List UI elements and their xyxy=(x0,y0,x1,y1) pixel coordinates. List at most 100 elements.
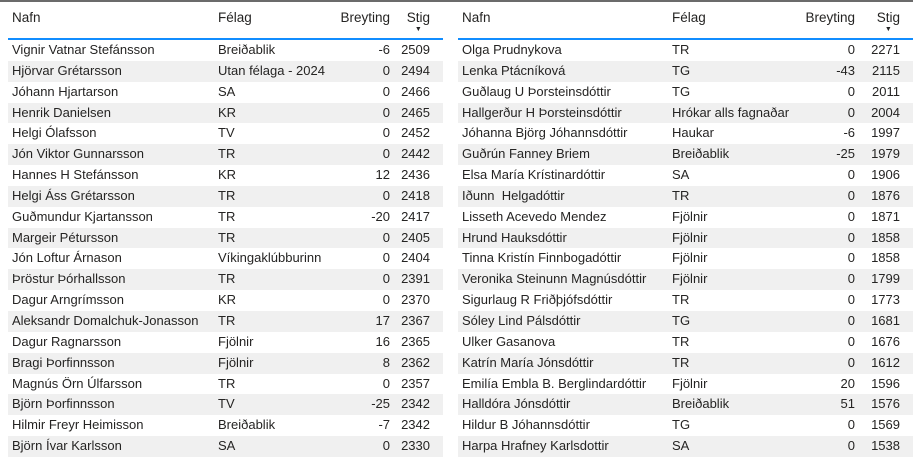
table-row[interactable]: Katrín María Jónsdóttir TR 0 1612 xyxy=(458,352,913,374)
table-row[interactable]: Dagur Arngrímsson KR 0 2370 xyxy=(8,290,443,311)
cell-nafn: Lenka Ptácníková xyxy=(462,62,566,78)
table-row[interactable]: Dagur Ragnarsson Fjölnir 16 2365 xyxy=(8,332,443,353)
cell-felag: TV xyxy=(218,125,235,141)
table-row[interactable]: Magnús Örn Úlfarsson TR 0 2357 xyxy=(8,374,443,395)
table-row[interactable]: Aleksandr Domalchuk-Jonasson TR 17 2367 xyxy=(8,310,443,332)
sort-descending-icon: ▼ xyxy=(414,26,422,33)
cell-nafn: Hallgerður H Þorsteinsdóttir xyxy=(462,104,622,120)
table-row[interactable]: Bragi Þorfinnsson Fjölnir 8 2362 xyxy=(8,352,443,374)
cell-nafn: Þröstur Þórhallsson xyxy=(12,271,126,287)
table-row[interactable]: Halldóra Jónsdóttir Breiðablik 51 1576 xyxy=(458,394,913,416)
table-row[interactable]: Sóley Lind Pálsdóttir TG 0 1681 xyxy=(458,310,913,332)
table-row[interactable]: Jóhann Hjartarson SA 0 2466 xyxy=(8,82,443,103)
cell-nafn: Halldóra Jónsdóttir xyxy=(462,396,571,412)
cell-felag: TR xyxy=(672,187,690,203)
cell-breyting: -20 xyxy=(371,208,390,224)
column-header-felag[interactable]: Félag xyxy=(218,2,337,40)
table-row[interactable]: Veronika Steinunn Magnúsdóttir Fjölnir 0 17… xyxy=(458,269,913,291)
table-row[interactable]: Guðlaug U Þorsteinsdóttir TG 0 2011 xyxy=(458,82,913,103)
column-header-felag[interactable]: Félag xyxy=(672,2,800,40)
table-row[interactable]: Jóhanna Björg Jóhannsdóttir Haukar -6 1997 xyxy=(458,123,913,144)
cell-breyting: 0 xyxy=(847,229,855,245)
cell-breyting: -6 xyxy=(843,125,855,141)
column-header-stig[interactable]: Stig ▼ xyxy=(855,2,913,40)
column-header-nafn[interactable]: Nafn xyxy=(458,2,672,40)
cell-stig: 1576 xyxy=(871,396,900,412)
table-row[interactable]: Elsa María Krístinardóttir SA 0 1906 xyxy=(458,165,913,186)
cell-stig: 1906 xyxy=(871,167,900,183)
cell-nafn: Sigurlaug R Friðþjófsdóttir xyxy=(462,292,613,308)
table-row[interactable]: Harpa Hrafney Karlsdottir SA 0 1538 xyxy=(458,436,913,457)
cell-stig: 2452 xyxy=(401,125,430,141)
table-row[interactable]: Helgi Áss Grétarsson TR 0 2418 xyxy=(8,185,443,207)
cell-felag: Hrókar alls fagnaðar xyxy=(672,104,790,120)
table-row[interactable]: Lenka Ptácníková TG -43 2115 xyxy=(458,60,913,82)
cell-stig: 2004 xyxy=(871,104,900,120)
table-row[interactable]: Henrik Danielsen KR 0 2465 xyxy=(8,102,443,124)
cell-nafn: Magnús Örn Úlfarsson xyxy=(12,375,143,391)
cell-felag: Fjölnir xyxy=(672,271,708,287)
table-row[interactable]: Hrund Hauksdóttir Fjölnir 0 1858 xyxy=(458,227,913,249)
cell-felag: Víkingaklúbburinn xyxy=(218,250,322,266)
table-row[interactable]: Jón Loftur Árnason Víkingaklúbburinn 0 2404 xyxy=(8,248,443,269)
cell-stig: 2391 xyxy=(401,271,430,287)
cell-breyting: -25 xyxy=(836,146,855,162)
table-row[interactable]: Jón Viktor Gunnarsson TR 0 2442 xyxy=(8,144,443,166)
cell-breyting: 0 xyxy=(847,333,855,349)
cell-felag: TV xyxy=(218,396,235,412)
column-header-breyting[interactable]: Breyting xyxy=(800,2,855,40)
cell-nafn: Björn Ívar Karlsson xyxy=(12,438,122,454)
table-row[interactable]: Þröstur Þórhallsson TR 0 2391 xyxy=(8,269,443,291)
cell-felag: SA xyxy=(218,83,236,99)
table-row[interactable]: Hilmir Freyr Heimisson Breiðablik -7 2342 xyxy=(8,415,443,436)
table-row[interactable]: Emilía Embla B. Berglindardóttir Fjölnir 2… xyxy=(458,374,913,395)
cell-stig: 1876 xyxy=(871,187,900,203)
column-header-label: Breyting xyxy=(805,10,855,25)
cell-breyting: 0 xyxy=(847,312,855,328)
column-header-breyting[interactable]: Breyting xyxy=(337,2,390,40)
cell-breyting: 0 xyxy=(382,104,390,120)
cell-felag: Utan félaga - 2024 xyxy=(218,62,325,78)
table-row[interactable]: Helgi Ólafsson TV 0 2452 xyxy=(8,123,443,144)
table-row[interactable]: Björn Þorfinnsson TV -25 2342 xyxy=(8,394,443,416)
cell-breyting: 0 xyxy=(382,187,390,203)
table-row[interactable]: Vignir Vatnar Stefánsson Breiðablik -6 2509 xyxy=(8,39,443,61)
table-row[interactable]: Lisseth Acevedo Mendez Fjölnir 0 1871 xyxy=(458,207,913,228)
rating-table-right: Nafn Félag Breyting Stig ▼ Olga Prudnykova TR… xyxy=(458,2,913,457)
table-row[interactable]: Björn Ívar Karlsson SA 0 2330 xyxy=(8,436,443,457)
table-row[interactable]: Margeir Pétursson TR 0 2405 xyxy=(8,227,443,249)
cell-breyting: -6 xyxy=(378,42,390,57)
table-row[interactable]: Olga Prudnykova TR 0 2271 xyxy=(458,39,913,61)
cell-felag: Fjölnir xyxy=(218,333,254,349)
column-header-stig[interactable]: Stig ▼ xyxy=(390,2,443,40)
column-header-nafn[interactable]: Nafn xyxy=(8,2,218,40)
table-row[interactable]: Guðrún Fanney Briem Breiðablik -25 1979 xyxy=(458,144,913,166)
table-row[interactable]: Guðmundur Kjartansson TR -20 2417 xyxy=(8,207,443,228)
table-row[interactable]: Hannes H Stefánsson KR 12 2436 xyxy=(8,165,443,186)
cell-nafn: Ulker Gasanova xyxy=(462,333,556,349)
table-row[interactable]: Hjörvar Grétarsson Utan félaga - 2024 0 249… xyxy=(8,60,443,82)
cell-felag: SA xyxy=(672,438,690,454)
column-header-label: Stig xyxy=(406,10,430,25)
cell-stig: 1681 xyxy=(871,312,900,328)
cell-nafn: Jón Loftur Árnason xyxy=(12,250,122,266)
table-row[interactable]: Tinna Kristín Finnbogadóttir Fjölnir 0 1858 xyxy=(458,248,913,269)
header-row: Nafn Félag Breyting Stig ▼ xyxy=(458,2,913,40)
cell-breyting: -25 xyxy=(371,396,390,412)
cell-breyting: 0 xyxy=(382,271,390,287)
table-row[interactable]: Hildur B Jóhannsdóttir TG 0 1569 xyxy=(458,415,913,436)
cell-nafn: Hildur B Jóhannsdóttir xyxy=(462,417,590,433)
cell-nafn: Lisseth Acevedo Mendez xyxy=(462,208,607,224)
cell-stig: 1773 xyxy=(871,292,900,308)
cell-nafn: Hjörvar Grétarsson xyxy=(12,62,122,78)
table-row[interactable]: Iðunn Helgadóttir TR 0 1876 xyxy=(458,185,913,207)
cell-stig: 2466 xyxy=(401,83,430,99)
cell-felag: TG xyxy=(672,83,691,99)
cell-breyting: 12 xyxy=(375,167,390,183)
cell-stig: 2418 xyxy=(401,187,430,203)
cell-breyting: 0 xyxy=(847,292,855,308)
table-row[interactable]: Ulker Gasanova TR 0 1676 xyxy=(458,332,913,353)
table-row[interactable]: Hallgerður H Þorsteinsdóttir Hrókar alls … xyxy=(458,102,913,124)
cell-breyting: 0 xyxy=(847,187,855,203)
table-row[interactable]: Sigurlaug R Friðþjófsdóttir TR 0 1773 xyxy=(458,290,913,311)
